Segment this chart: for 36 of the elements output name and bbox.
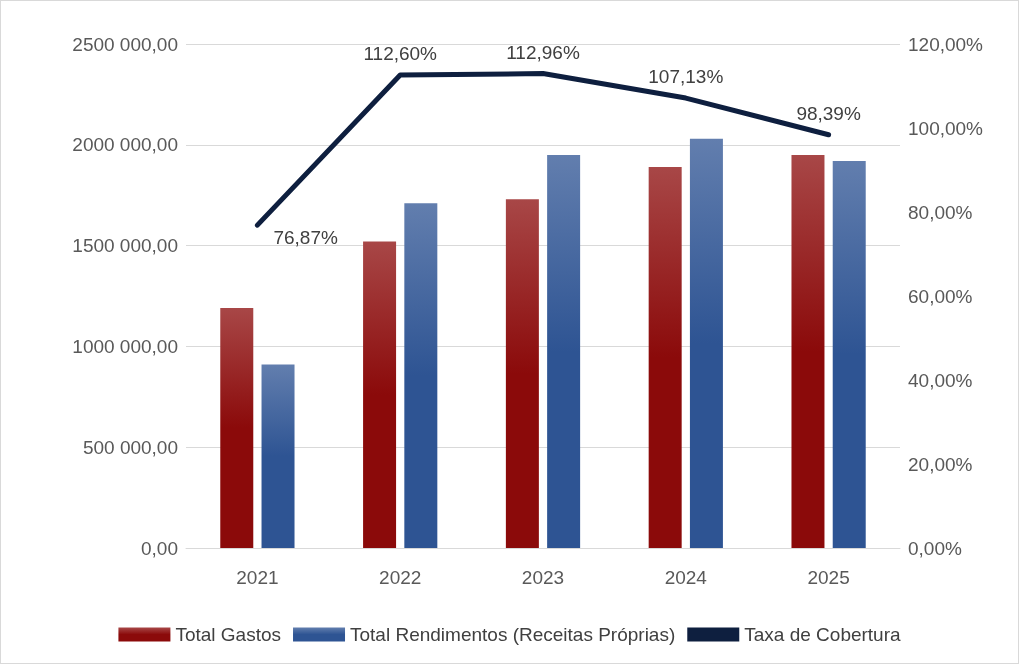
- bar: [404, 203, 438, 548]
- y2-tick-label: 120,00%: [908, 33, 984, 55]
- data-label: 76,87%: [273, 226, 338, 248]
- data-label: 112,60%: [363, 43, 438, 65]
- x-tick-label: 2023: [521, 567, 565, 588]
- x-tick-label: 2024: [664, 567, 708, 588]
- y2-tick-label: 20,00%: [908, 453, 973, 475]
- bar: [791, 154, 825, 548]
- y2-tick-label: 80,00%: [908, 201, 973, 223]
- data-label: 107,13%: [648, 66, 724, 88]
- y-tick-label: 1000 000,00: [72, 335, 178, 357]
- x-tick-label: 2021: [236, 567, 279, 588]
- data-label: 112,96%: [506, 41, 580, 63]
- y-tick-label: 500 000,00: [82, 436, 178, 458]
- y2-tick-label: 0,00%: [908, 537, 962, 559]
- y2-tick-label: 60,00%: [908, 285, 973, 307]
- bar: [363, 241, 397, 548]
- bar: [261, 364, 295, 548]
- legend-label: Total Gastos: [175, 624, 282, 645]
- y-tick-label: 2500 000,00: [72, 33, 178, 55]
- bar: [689, 138, 723, 548]
- x-tick-label: 2022: [379, 567, 422, 588]
- legend-label: Total Rendimentos (Receitas Próprias): [350, 624, 676, 645]
- data-label: 98,39%: [796, 102, 861, 124]
- bar: [832, 160, 866, 548]
- y-tick-label: 2000 000,00: [72, 134, 178, 156]
- bar: [547, 154, 581, 548]
- bar: [220, 308, 254, 548]
- y2-tick-label: 100,00%: [908, 117, 984, 139]
- y2-tick-label: 40,00%: [908, 369, 973, 391]
- x-tick-label: 2025: [807, 567, 850, 588]
- bar: [648, 166, 682, 548]
- legend-label: Taxa de Cobertura: [744, 624, 902, 645]
- y-tick-label: 1500 000,00: [72, 235, 178, 257]
- y-tick-label: 0,00: [141, 537, 178, 559]
- bar: [505, 199, 539, 548]
